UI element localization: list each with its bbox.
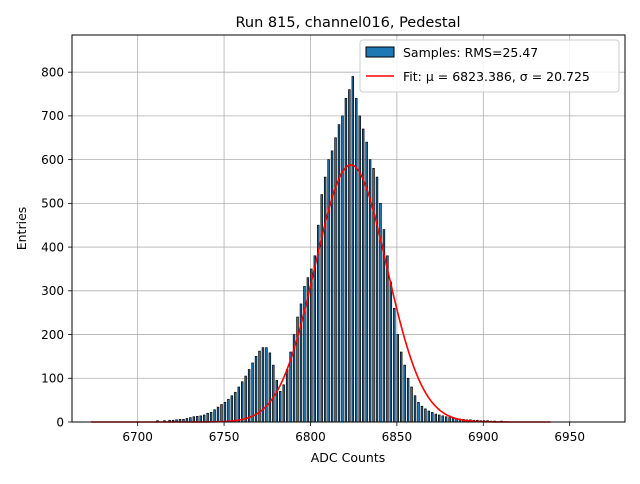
histogram-bar <box>393 307 396 423</box>
histogram-bar <box>406 377 410 423</box>
histogram-bar <box>444 416 448 423</box>
histogram-bar <box>417 401 420 423</box>
histogram-bar <box>341 115 344 423</box>
histogram-bar <box>237 386 240 423</box>
histogram-bar <box>451 417 455 423</box>
histogram-bar <box>399 351 403 423</box>
histogram-bar <box>413 395 417 423</box>
y-axis: 0 100 200 300 400 500 600 700 800 <box>41 65 72 429</box>
x-tick-label: 6800 <box>295 430 326 444</box>
histogram-bar <box>275 380 278 423</box>
histogram-bar <box>206 412 209 423</box>
histogram-bar <box>396 334 399 423</box>
plot-frame <box>71 34 626 423</box>
histogram-bar <box>434 413 437 423</box>
histogram-bar <box>279 391 282 423</box>
histogram-bar <box>241 381 244 423</box>
histogram-bar <box>427 410 431 423</box>
histogram-bar <box>227 398 230 423</box>
histogram-bar <box>234 391 237 423</box>
histogram-bar <box>313 255 317 423</box>
histogram-bar <box>196 415 199 423</box>
histogram-bar <box>282 384 285 423</box>
x-tick-label: 6850 <box>382 430 413 444</box>
histogram-bar <box>410 386 413 423</box>
legend-fit-label: Fit: μ = 6823.386, σ = 20.725 <box>403 69 590 84</box>
legend: Samples: RMS=25.47 Fit: μ = 6823.386, σ … <box>359 39 620 93</box>
histogram-bar <box>272 364 275 423</box>
histogram-bar <box>220 404 223 423</box>
histogram-bar <box>310 268 313 423</box>
histogram-bar <box>323 176 327 423</box>
y-tick-label: 300 <box>41 284 64 298</box>
histogram-bar <box>216 406 220 423</box>
histogram-bar <box>202 414 206 423</box>
legend-histogram-swatch <box>365 46 395 58</box>
histogram-bar <box>441 415 444 423</box>
x-tick-label: 6950 <box>554 430 585 444</box>
histogram-bar <box>358 115 361 423</box>
legend-histogram-label: Samples: RMS=25.47 <box>403 45 538 60</box>
histogram-bar <box>265 347 268 423</box>
histogram-bar <box>247 369 251 423</box>
chart-title: Run 815, channel016, Pedestal <box>235 15 460 31</box>
x-tick-label: 6900 <box>468 430 499 444</box>
histogram-bar <box>337 124 341 423</box>
histogram-bar <box>403 364 406 423</box>
histogram-bar <box>268 352 272 423</box>
y-tick-label: 200 <box>41 328 64 342</box>
y-tick-label: 500 <box>41 197 64 211</box>
histogram-bar <box>327 159 330 423</box>
histogram-bar <box>213 409 216 423</box>
x-tick-label: 6700 <box>122 430 153 444</box>
histogram-bar <box>375 176 379 423</box>
y-tick-label: 100 <box>41 372 64 386</box>
x-tick-label: 6750 <box>209 430 240 444</box>
histogram-bar <box>386 255 389 423</box>
histogram-bar <box>251 362 254 423</box>
legend-box <box>359 39 620 93</box>
histogram-bar <box>320 194 323 423</box>
histogram-bar <box>209 412 213 423</box>
y-tick-label: 600 <box>41 153 64 167</box>
histogram-bar <box>244 375 247 423</box>
histogram-bar <box>351 76 355 423</box>
histogram-bar <box>285 369 289 423</box>
y-tick-label: 400 <box>41 240 64 254</box>
y-tick-label: 800 <box>41 65 64 79</box>
x-axis-label: ADC Counts <box>311 450 386 465</box>
histogram-bar <box>438 414 441 423</box>
histogram-bar <box>355 98 358 423</box>
histogram-bar <box>365 141 368 423</box>
histogram-bar <box>334 137 337 423</box>
histogram-bar <box>254 356 258 423</box>
histogram-bar <box>389 281 393 423</box>
histogram-bar <box>424 408 427 423</box>
y-tick-label: 700 <box>41 109 64 123</box>
histogram-bar <box>223 401 227 423</box>
y-axis-label: Entries <box>14 207 29 251</box>
histogram-bar <box>361 128 365 423</box>
histogram-bar <box>230 395 234 423</box>
histogram-bar <box>348 89 351 423</box>
histogram-bar <box>199 415 202 423</box>
histogram-bar <box>420 405 424 423</box>
histogram-bar <box>448 417 451 423</box>
histogram-bar <box>431 412 434 423</box>
histogram-bar <box>344 98 348 423</box>
histogram-bar <box>330 150 334 423</box>
y-tick-label: 0 <box>56 415 64 429</box>
x-axis: 6700 6750 6800 6850 6900 6950 <box>122 422 585 444</box>
